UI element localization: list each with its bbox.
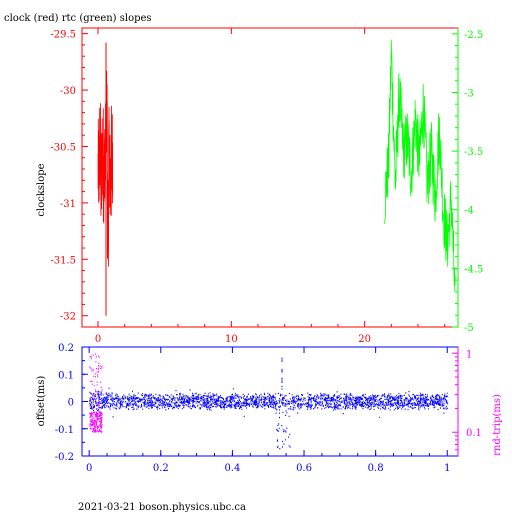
footer-text: 2021-03-21 boson.physics.ubc.ca bbox=[78, 502, 246, 512]
bottom-left-ticks: 0.2 0.1 0 -0.1 -0.2 bbox=[55, 343, 88, 463]
bottom-x-tick-label: 0.2 bbox=[153, 463, 169, 474]
offset-series bbox=[89, 357, 449, 450]
bottom-right-tick-label: 0.1 bbox=[466, 428, 482, 439]
top-right-tick-label: -4 bbox=[464, 206, 474, 217]
top-x-tick-label: 0 bbox=[95, 334, 101, 345]
bottom-right-ticks: 10.1 bbox=[452, 349, 482, 451]
top-left-tick-label: -31.5 bbox=[50, 255, 76, 266]
bottom-left-tick-label: -0.2 bbox=[55, 452, 74, 463]
top-right-tick-label: -5 bbox=[464, 323, 474, 334]
top-y-axis-label: clockslope bbox=[36, 163, 47, 216]
bottom-right-tick-label: 1 bbox=[466, 349, 472, 360]
top-left-tick-label: -30 bbox=[60, 86, 76, 97]
clock-line bbox=[97, 70, 114, 267]
top-x-tick-label: 10 bbox=[225, 334, 238, 345]
bottom-left-tick-label: 0 bbox=[68, 398, 74, 409]
bottom-x-tick-label: 0.8 bbox=[368, 463, 384, 474]
bottom-left-y-axis-label: offset(ms) bbox=[36, 376, 47, 427]
bottom-left-tick-label: 0.1 bbox=[58, 370, 74, 381]
clock-series bbox=[97, 42, 114, 316]
top-left-tick-label: -32 bbox=[60, 312, 76, 323]
top-x-tick-label: 20 bbox=[358, 334, 371, 345]
top-left-tick-label: -31 bbox=[60, 199, 76, 210]
top-x-ticks: 0 10 20 bbox=[95, 28, 446, 345]
rndtrip-points bbox=[89, 353, 103, 433]
top-panel: -29.5 -30 -30.5 -31 -31.5 -32 -2.5 -3 -3.5 -4 -4.… bbox=[36, 27, 483, 345]
bottom-left-tick-label: -0.1 bbox=[55, 425, 74, 436]
top-left-tick-label: -30.5 bbox=[50, 142, 76, 153]
rtc-line bbox=[384, 40, 456, 292]
offset-points bbox=[89, 357, 449, 450]
bottom-x-tick-label: 0.4 bbox=[224, 463, 240, 474]
top-right-tick-label: -2.5 bbox=[464, 30, 483, 41]
bottom-panel: 0.20.10-0.1-0.2 10.1 0 0.2 0.4 0.6 0.8 1 offs… bbox=[36, 343, 503, 474]
bottom-x-tick-label: 1 bbox=[444, 463, 450, 474]
rtc-series bbox=[384, 40, 456, 292]
top-right-tick-label: -3.5 bbox=[464, 147, 483, 158]
rndtrip-series bbox=[89, 353, 103, 433]
bottom-x-tick-label: 0.6 bbox=[296, 463, 312, 474]
top-right-tick-label: -3 bbox=[464, 88, 474, 99]
top-right-tick-label: -4.5 bbox=[464, 264, 483, 275]
bottom-right-y-axis-label: rnd-trip(ms) bbox=[492, 394, 503, 456]
top-plot-frame bbox=[81, 27, 459, 328]
bottom-x-tick-label: 0 bbox=[86, 463, 92, 474]
bottom-left-tick-label: 0.2 bbox=[58, 343, 74, 354]
top-right-ticks: -2.5 -3 -3.5 -4 -4.5 -5 bbox=[452, 30, 483, 334]
top-left-ticks: -29.5 -30 -30.5 -31 -31.5 -32 bbox=[50, 30, 88, 323]
bottom-x-ticks: 0 0.2 0.4 0.6 0.8 1 bbox=[86, 347, 450, 474]
top-left-tick-label: -29.5 bbox=[50, 30, 76, 41]
chart-title: clock (red) rtc (green) slopes bbox=[4, 13, 152, 24]
